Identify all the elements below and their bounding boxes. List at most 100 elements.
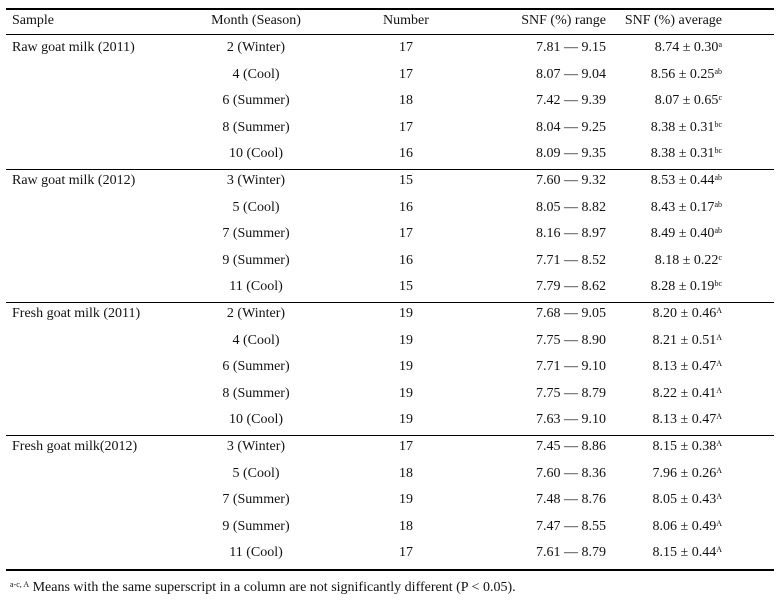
average-cell: 8.15 ± 0.44A: [622, 544, 722, 562]
average-superscript: c: [718, 93, 722, 103]
average-superscript: ab: [714, 226, 722, 236]
number-cell: 17: [399, 40, 413, 55]
average-superscript: ab: [714, 66, 722, 76]
range-cell: 7.75 — 8.90: [536, 332, 606, 348]
average-value: 8.15 ± 0.38: [652, 439, 717, 454]
average-superscript: A: [716, 306, 722, 315]
range-cell: 7.42 — 9.39: [536, 93, 606, 109]
number-cell: 15: [399, 173, 413, 188]
number-cell: 17: [399, 545, 413, 561]
average-cell: 8.20 ± 0.46A: [622, 305, 722, 323]
average-superscript: A: [716, 412, 722, 422]
month-cell: 3 (Winter): [226, 173, 286, 188]
number-cell: 19: [399, 332, 413, 348]
average-cell: 8.05 ± 0.43A: [622, 491, 722, 509]
range-cell: 8.05 — 8.82: [536, 199, 606, 215]
average-value: 8.49 ± 0.40: [650, 226, 715, 242]
number-cell: 17: [399, 439, 413, 454]
range-cell: 8.16 — 8.97: [536, 226, 606, 242]
header-month: Month (Season): [211, 13, 301, 28]
sample-label: Fresh goat milk (2011): [12, 306, 141, 321]
range-cell: 7.71 — 9.10: [536, 359, 606, 375]
group-separator-rule: [6, 169, 774, 170]
average-value: 7.96 ± 0.26: [652, 465, 717, 481]
average-cell: 8.22 ± 0.41A: [622, 385, 722, 403]
group-separator-rule: [6, 435, 774, 436]
number-cell: 17: [399, 119, 413, 135]
range-cell: 7.71 — 8.52: [536, 252, 606, 268]
average-superscript: A: [716, 492, 722, 502]
number-cell: 17: [399, 66, 413, 82]
number-cell: 16: [399, 146, 413, 162]
average-cell: 8.13 ± 0.47A: [622, 411, 722, 429]
footnote-superscript: a-c, A: [10, 580, 30, 589]
month-cell: 4 (Cool): [232, 332, 280, 348]
range-cell: 7.81 — 9.15: [536, 40, 606, 55]
number-cell: 19: [399, 412, 413, 428]
average-cell: 7.96 ± 0.26A: [622, 465, 722, 483]
sample-label: Raw goat milk (2011): [12, 40, 135, 55]
sample-label: Fresh goat milk(2012): [12, 439, 138, 454]
average-superscript: c: [718, 252, 722, 262]
month-cell: 9 (Summer): [222, 252, 290, 268]
average-superscript: a: [718, 40, 722, 49]
average-cell: 8.21 ± 0.51A: [622, 332, 722, 350]
average-value: 8.07 ± 0.65: [654, 93, 719, 109]
average-superscript: A: [716, 545, 722, 555]
range-cell: 7.63 — 9.10: [536, 412, 606, 428]
month-cell: 6 (Summer): [222, 93, 290, 109]
average-value: 8.13 ± 0.47: [652, 359, 717, 375]
range-cell: 7.75 — 8.79: [536, 385, 606, 401]
number-cell: 16: [399, 252, 413, 268]
number-cell: 18: [399, 93, 413, 109]
number-cell: 19: [399, 306, 413, 321]
average-superscript: bc: [714, 119, 722, 129]
average-cell: 8.28 ± 0.19bc: [622, 278, 722, 296]
average-cell: 8.38 ± 0.31bc: [622, 145, 722, 163]
month-cell: 8 (Summer): [222, 119, 290, 135]
month-cell: 5 (Cool): [232, 465, 280, 481]
table-bottom-rule: [6, 569, 774, 571]
header-bottom-rule: [6, 34, 774, 35]
month-cell: 8 (Summer): [222, 385, 290, 401]
average-superscript: bc: [714, 146, 722, 156]
average-superscript: A: [716, 385, 722, 395]
average-cell: 8.13 ± 0.47A: [622, 358, 722, 376]
range-cell: 7.48 — 8.76: [536, 492, 606, 508]
month-cell: 10 (Cool): [228, 146, 284, 162]
average-superscript: bc: [714, 279, 722, 289]
average-cell: 8.06 ± 0.49A: [622, 518, 722, 536]
month-cell: 11 (Cool): [229, 279, 283, 295]
average-superscript: A: [716, 439, 722, 448]
header-range: SNF (%) range: [521, 13, 606, 28]
average-superscript: A: [716, 332, 722, 342]
month-cell: 2 (Winter): [226, 40, 286, 55]
average-cell: 8.53 ± 0.44ab: [622, 172, 722, 190]
average-value: 8.74 ± 0.30: [654, 40, 719, 55]
number-cell: 18: [399, 518, 413, 534]
average-value: 8.56 ± 0.25: [650, 66, 715, 82]
header-number: Number: [383, 13, 429, 28]
range-cell: 8.07 — 9.04: [536, 66, 606, 82]
number-cell: 16: [399, 199, 413, 215]
header-average: SNF (%) average: [624, 13, 722, 28]
month-cell: 7 (Summer): [222, 492, 290, 508]
average-superscript: A: [716, 465, 722, 475]
average-superscript: A: [716, 518, 722, 528]
average-cell: 8.38 ± 0.31bc: [622, 119, 722, 137]
month-cell: 5 (Cool): [232, 199, 280, 215]
month-cell: 2 (Winter): [226, 306, 286, 321]
range-cell: 7.45 — 8.86: [536, 439, 606, 454]
average-value: 8.15 ± 0.44: [652, 545, 717, 561]
average-value: 8.06 ± 0.49: [652, 518, 717, 534]
average-cell: 8.74 ± 0.30a: [622, 39, 722, 57]
average-superscript: ab: [714, 173, 722, 182]
month-cell: 4 (Cool): [232, 66, 280, 82]
average-value: 8.38 ± 0.31: [650, 119, 715, 135]
range-cell: 7.47 — 8.55: [536, 518, 606, 534]
group-separator-rule: [6, 302, 774, 303]
average-value: 8.13 ± 0.47: [652, 412, 717, 428]
average-value: 8.18 ± 0.22: [654, 252, 719, 268]
number-cell: 17: [399, 226, 413, 242]
average-cell: 8.43 ± 0.17ab: [622, 199, 722, 217]
